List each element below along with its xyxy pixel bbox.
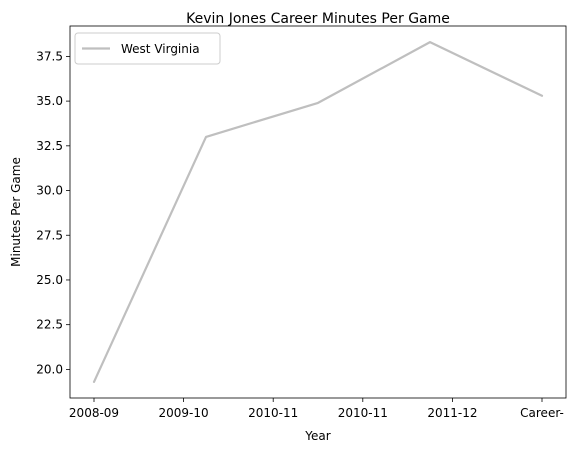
x-tick-label: 2010-11 <box>248 406 298 420</box>
y-axis-label: Minutes Per Game <box>9 157 23 267</box>
x-tick-label: 2009-10 <box>159 406 209 420</box>
x-axis: 2008-09 2009-10 2010-11 2010-11 2011-12 Caree… <box>69 398 564 420</box>
y-tick-label: 22.5 <box>36 318 63 332</box>
plot-area-frame <box>70 26 566 398</box>
y-tick-label: 20.0 <box>36 362 63 376</box>
y-tick-label: 32.5 <box>36 139 63 153</box>
x-tick-label: 2010-11 <box>338 406 388 420</box>
x-tick-label: 2011-12 <box>427 406 477 420</box>
x-tick-label: Career- <box>520 406 564 420</box>
legend-label: West Virginia <box>121 42 200 56</box>
x-axis-label: Year <box>304 429 330 443</box>
chart-title: Kevin Jones Career Minutes Per Game <box>186 11 450 27</box>
y-tick-label: 30.0 <box>36 184 63 198</box>
y-axis: 20.0 22.5 25.0 27.5 30.0 32.5 35.0 37.5 <box>36 49 70 376</box>
legend: West Virginia <box>75 33 220 64</box>
x-tick-label: 2008-09 <box>69 406 119 420</box>
y-tick-label: 27.5 <box>36 228 63 242</box>
y-tick-label: 35.0 <box>36 94 63 108</box>
y-tick-label: 37.5 <box>36 49 63 63</box>
y-tick-label: 25.0 <box>36 273 63 287</box>
